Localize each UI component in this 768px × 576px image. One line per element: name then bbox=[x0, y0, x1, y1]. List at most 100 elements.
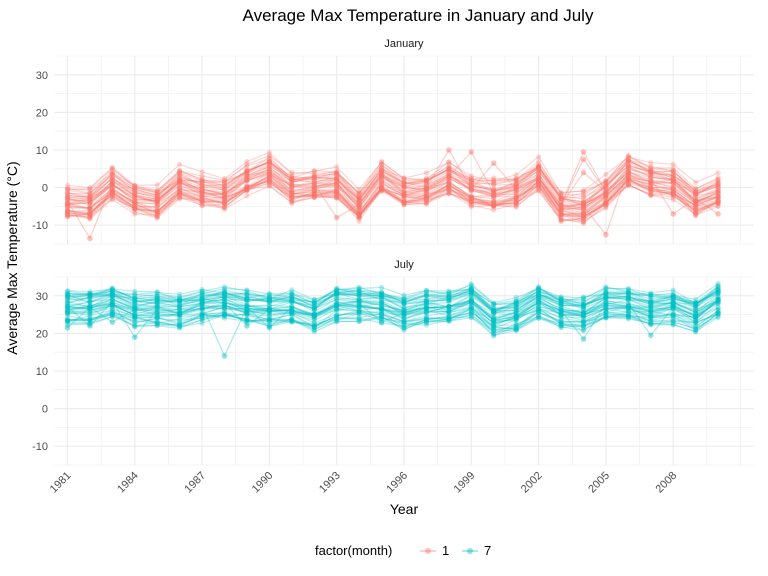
data-point bbox=[558, 300, 564, 306]
data-point bbox=[648, 300, 654, 306]
data-point bbox=[244, 303, 250, 309]
data-point bbox=[513, 187, 519, 193]
data-point-outlier bbox=[580, 336, 587, 342]
data-point bbox=[289, 309, 295, 315]
data-point bbox=[580, 216, 587, 222]
data-point bbox=[625, 316, 632, 322]
data-point bbox=[625, 290, 632, 296]
data-point bbox=[648, 169, 654, 175]
data-point bbox=[715, 200, 721, 207]
data-point bbox=[289, 176, 295, 182]
data-point bbox=[109, 290, 115, 297]
data-point bbox=[154, 299, 160, 305]
data-point bbox=[536, 304, 542, 310]
data-point bbox=[199, 296, 205, 302]
data-point bbox=[513, 326, 519, 332]
data-point bbox=[154, 303, 160, 309]
data-point bbox=[154, 195, 160, 202]
data-point bbox=[603, 187, 609, 193]
data-point bbox=[715, 181, 721, 187]
data-point bbox=[154, 295, 160, 302]
series-line bbox=[67, 298, 719, 317]
data-point bbox=[379, 171, 385, 177]
series-line bbox=[67, 309, 719, 328]
data-point bbox=[266, 321, 272, 327]
data-point bbox=[334, 176, 340, 182]
data-point bbox=[244, 309, 250, 315]
data-point bbox=[513, 177, 519, 183]
series-line bbox=[201, 304, 226, 357]
data-point bbox=[491, 307, 497, 313]
data-point bbox=[199, 190, 205, 196]
data-point bbox=[536, 292, 542, 298]
data-point bbox=[177, 321, 183, 327]
data-point bbox=[266, 183, 272, 189]
data-point bbox=[513, 306, 519, 312]
data-point bbox=[64, 203, 71, 209]
data-point bbox=[648, 307, 654, 313]
data-point bbox=[177, 186, 183, 192]
data-point bbox=[446, 170, 452, 177]
data-point bbox=[558, 190, 564, 196]
data-point bbox=[491, 203, 497, 209]
data-point bbox=[289, 299, 295, 305]
data-point bbox=[289, 173, 295, 179]
data-point bbox=[154, 192, 160, 198]
data-point bbox=[379, 300, 385, 306]
data-point bbox=[266, 178, 272, 184]
data-point bbox=[154, 291, 160, 297]
data-point bbox=[154, 321, 160, 327]
data-point bbox=[244, 292, 250, 298]
data-point bbox=[154, 301, 160, 307]
data-point bbox=[401, 319, 407, 325]
data-point bbox=[221, 292, 228, 298]
data-point bbox=[266, 172, 272, 179]
series-line bbox=[582, 159, 607, 192]
data-point bbox=[64, 317, 71, 323]
data-point bbox=[401, 313, 407, 319]
data-point bbox=[289, 305, 295, 311]
data-point bbox=[693, 188, 699, 195]
data-point bbox=[379, 291, 385, 297]
data-point bbox=[625, 163, 632, 169]
data-point bbox=[423, 189, 429, 195]
data-point bbox=[670, 197, 676, 203]
data-point bbox=[289, 195, 295, 201]
data-point bbox=[132, 185, 138, 191]
data-point bbox=[334, 164, 340, 170]
data-point bbox=[580, 319, 587, 325]
data-point bbox=[625, 176, 632, 182]
data-point bbox=[221, 182, 228, 188]
data-point bbox=[491, 306, 497, 312]
data-point bbox=[715, 290, 721, 296]
data-point bbox=[468, 297, 474, 303]
data-point bbox=[356, 196, 362, 202]
data-point bbox=[109, 302, 115, 308]
data-point bbox=[132, 324, 138, 330]
data-point bbox=[109, 178, 115, 184]
data-point bbox=[580, 319, 587, 325]
data-point bbox=[536, 164, 542, 170]
data-point bbox=[109, 309, 115, 315]
data-point bbox=[603, 291, 609, 297]
data-point bbox=[311, 190, 317, 196]
data-point bbox=[625, 176, 632, 182]
data-point bbox=[693, 323, 699, 329]
data-point bbox=[199, 300, 205, 306]
data-point bbox=[289, 182, 295, 188]
data-point bbox=[513, 318, 519, 324]
data-point bbox=[446, 179, 452, 185]
data-point bbox=[715, 189, 721, 195]
data-point bbox=[648, 291, 654, 297]
data-point bbox=[715, 194, 721, 200]
data-point bbox=[693, 308, 699, 314]
data-point bbox=[311, 194, 317, 200]
data-point bbox=[693, 202, 699, 208]
data-point bbox=[356, 314, 362, 321]
data-point bbox=[468, 286, 474, 292]
data-point bbox=[625, 169, 632, 176]
data-point bbox=[401, 306, 407, 312]
data-point bbox=[693, 324, 699, 331]
data-point bbox=[625, 291, 632, 297]
data-point bbox=[670, 312, 676, 318]
